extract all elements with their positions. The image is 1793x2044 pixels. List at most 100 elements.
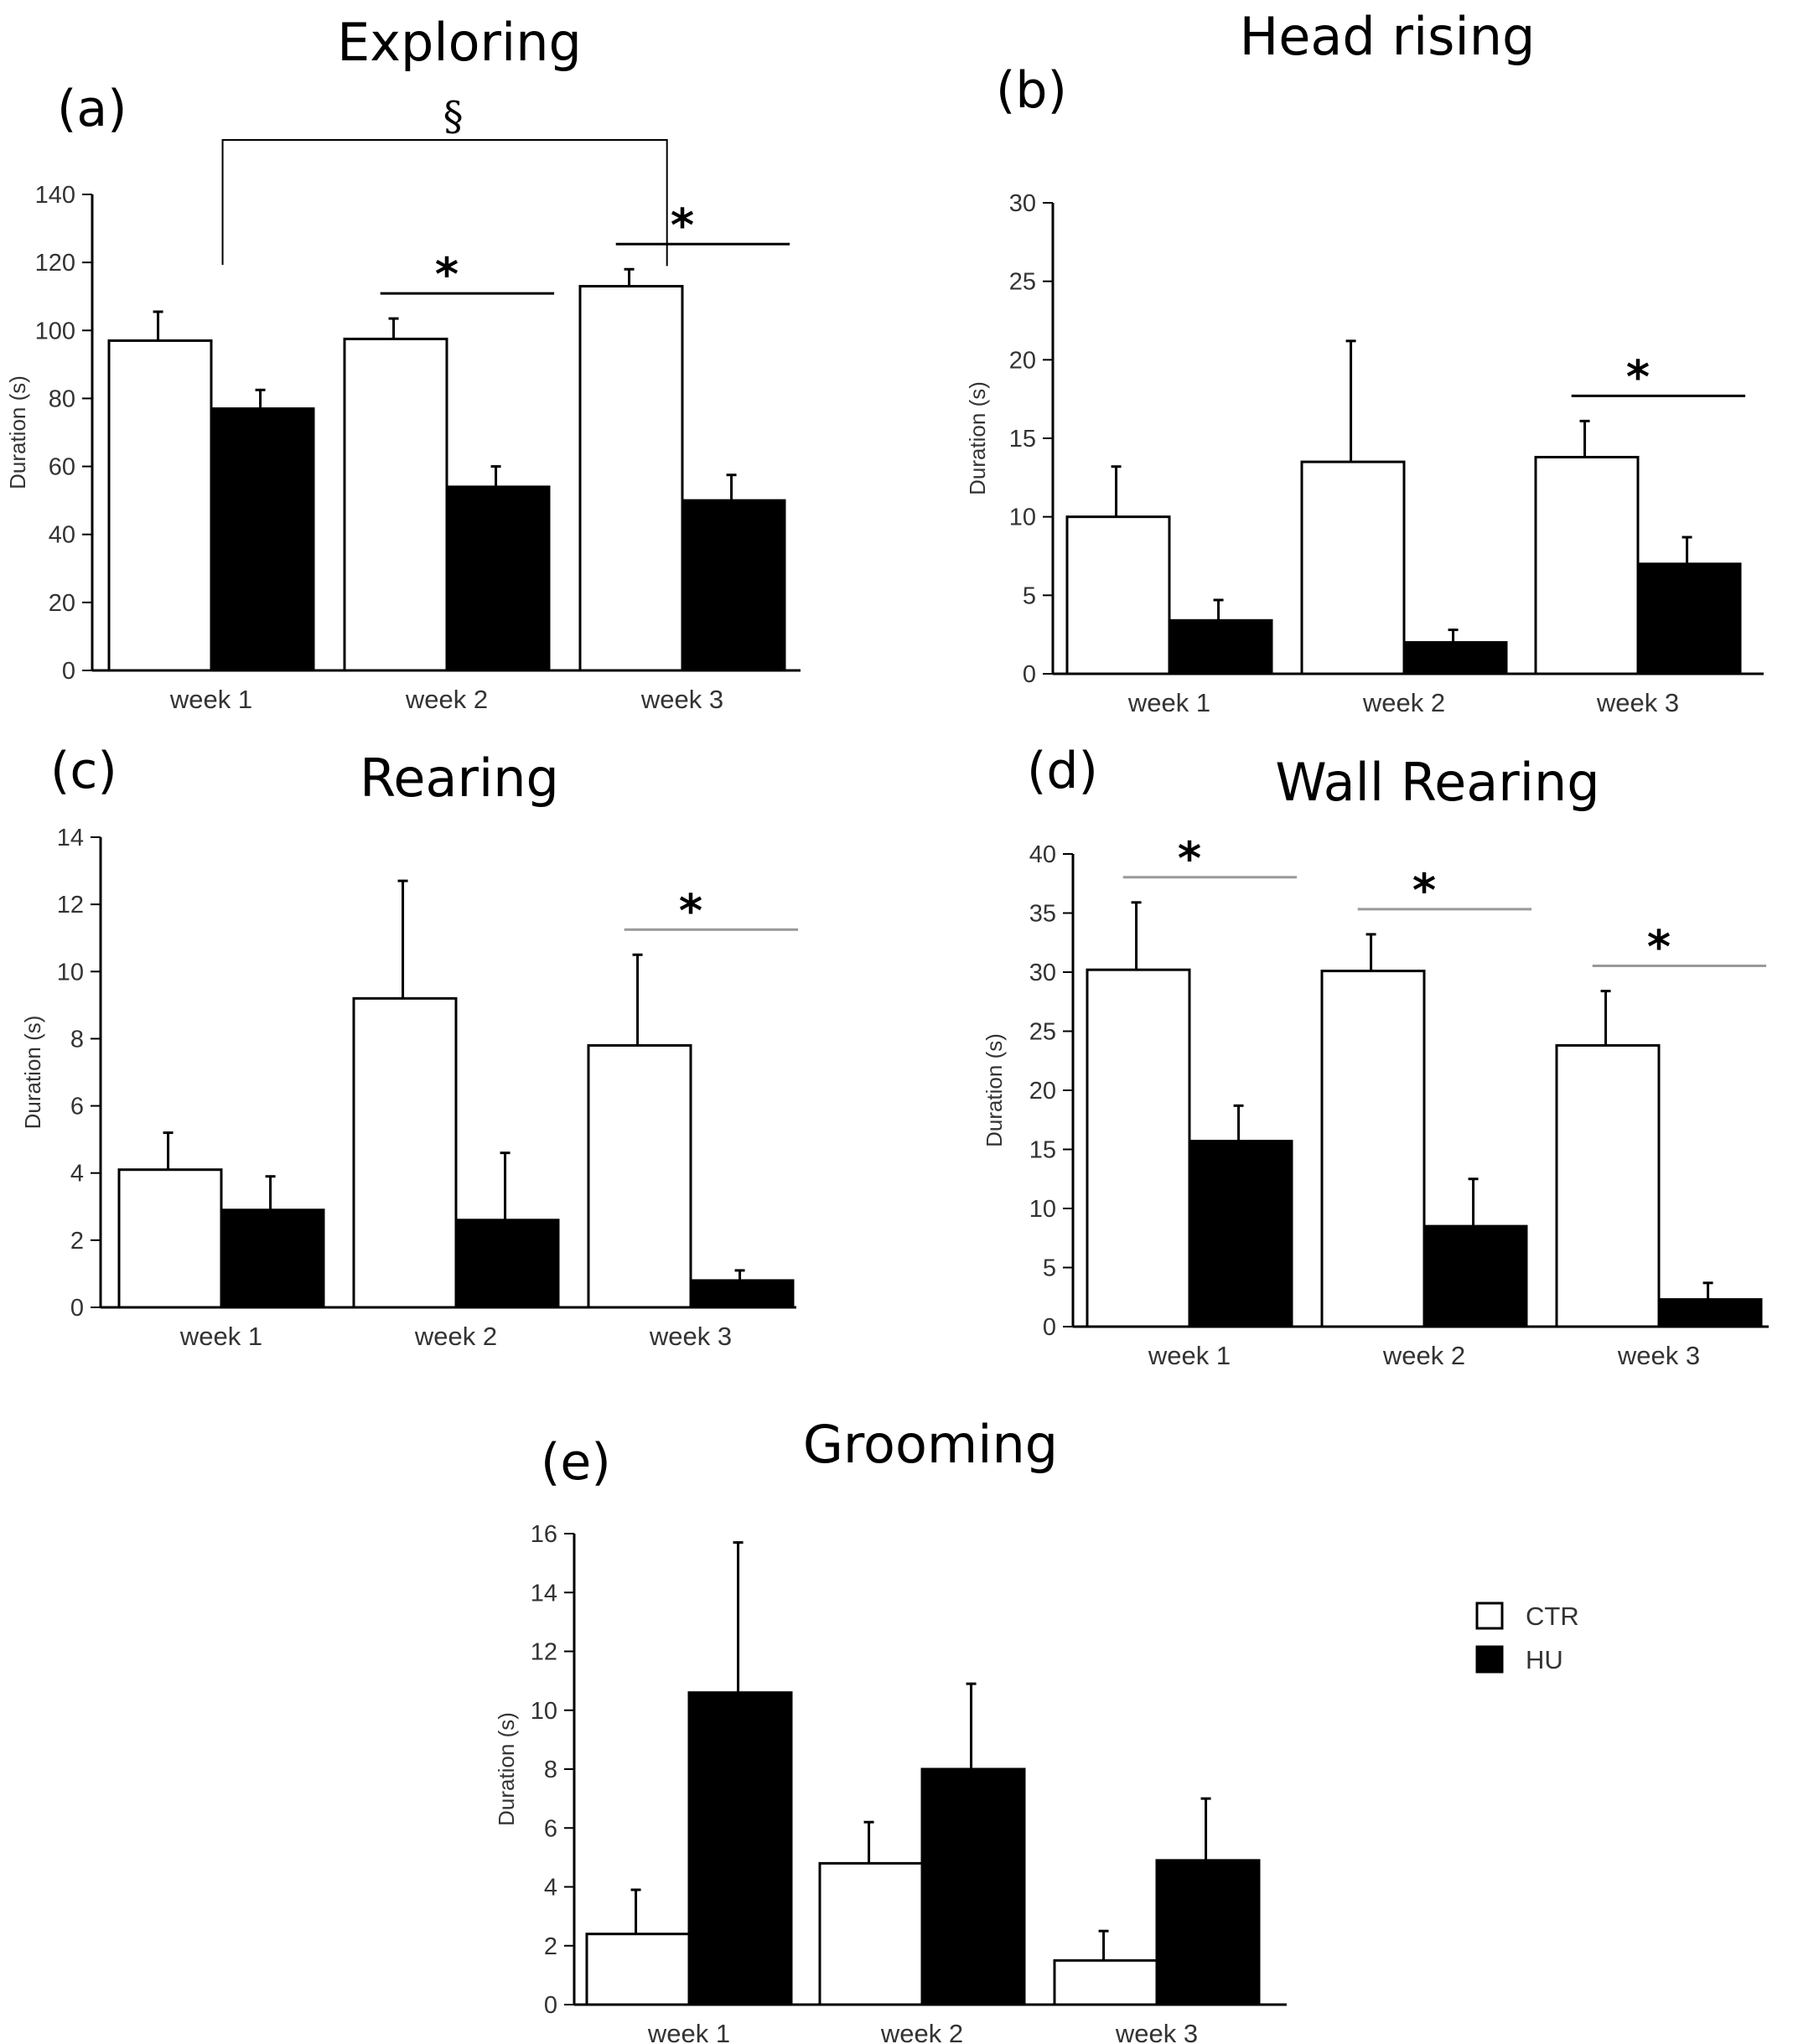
y-tick-label: 10 — [531, 1698, 557, 1725]
y-tick-label: 4 — [70, 1161, 84, 1188]
y-axis-label: Duration (s) — [982, 1033, 1007, 1147]
y-tick-label: 0 — [1043, 1314, 1056, 1341]
chart-title: Exploring — [337, 12, 582, 73]
y-tick-label: 2 — [544, 1933, 557, 1960]
x-tick-label: week 1 — [647, 2019, 730, 2044]
y-tick-label: 6 — [70, 1094, 84, 1120]
chart-title: Rearing — [360, 748, 559, 809]
y-tick-label: 8 — [544, 1757, 557, 1783]
significance-star: * — [1178, 832, 1201, 885]
legend: CTR HU — [1475, 1602, 1579, 1674]
y-tick-label: 35 — [1029, 901, 1056, 928]
x-tick-label: week 1 — [1148, 1341, 1231, 1370]
section-bracket — [221, 139, 668, 266]
bar-hu-week-1 — [210, 407, 315, 672]
panel-label: (c) — [50, 742, 117, 800]
bar-ctr-week-2 — [352, 996, 458, 1309]
y-tick-label: 40 — [1029, 841, 1056, 868]
y-tick-label: 15 — [1009, 426, 1036, 453]
x-tick-label: week 2 — [880, 2019, 963, 2044]
panel-label: (a) — [57, 80, 127, 138]
y-tick-label: 12 — [57, 892, 84, 919]
bar-hu-week-2 — [920, 1767, 1026, 2006]
bar-ctr-week-3 — [578, 285, 684, 672]
bar-hu-week-2 — [1422, 1224, 1528, 1328]
x-tick-label: week 3 — [1617, 1341, 1700, 1370]
legend-label-hu: HU — [1526, 1645, 1563, 1674]
y-axis-label: Duration (s) — [494, 1712, 519, 1826]
y-tick-label: 16 — [531, 1521, 557, 1548]
bar-ctr-week-3 — [587, 1043, 692, 1309]
bar-ctr-week-1 — [1065, 515, 1171, 675]
y-tick-label: 10 — [1009, 505, 1036, 531]
bar-hu-week-3 — [1636, 562, 1742, 675]
y-tick-label: 60 — [49, 454, 75, 481]
panel-d: Wall Rearing (d) Duration (s) 0 5 10 15 20 25 30 3… — [982, 742, 1769, 1370]
y-tick-label: 2 — [70, 1228, 84, 1255]
x-tick-label: week 1 — [1127, 688, 1210, 717]
bar-hu-week-3 — [1155, 1859, 1261, 2006]
y-tick-label: 8 — [70, 1026, 84, 1053]
bar-hu-week-1 — [220, 1208, 325, 1309]
y-axis-label: Duration (s) — [5, 375, 30, 489]
panel-e: Grooming (e) Duration (s) 0 2 4 6 8 10 12 14 16 week… — [494, 1414, 1287, 2044]
bar-hu-week-1 — [1168, 618, 1273, 675]
panel-a: Exploring (a) Duration (s) 0 20 40 60 80 100 120 1… — [5, 12, 801, 714]
panel-label: (d) — [1027, 742, 1098, 800]
y-tick-label: 5 — [1023, 582, 1036, 609]
legend-swatch-ctr — [1475, 1602, 1504, 1630]
y-tick-label: 30 — [1029, 960, 1056, 986]
bar-ctr-week-2 — [818, 1861, 924, 2006]
x-tick-label: week 1 — [169, 685, 252, 714]
significance-star: * — [679, 884, 702, 937]
bar-hu-week-3 — [681, 499, 786, 672]
y-tick-label: 20 — [1009, 347, 1036, 374]
x-tick-label: week 2 — [1362, 688, 1445, 717]
bar-ctr-week-2 — [1320, 970, 1426, 1328]
panel-label: (b) — [996, 61, 1067, 120]
y-axis-label: Duration (s) — [20, 1016, 45, 1130]
bar-ctr-week-2 — [343, 337, 448, 672]
bar-ctr-week-1 — [117, 1168, 223, 1309]
y-tick-label: 40 — [49, 522, 75, 549]
panel-b: Head rising (b) Duration (s) 0 5 10 15 20 25 30 we… — [965, 6, 1764, 717]
bar-hu-week-2 — [454, 1219, 560, 1309]
y-tick-label: 140 — [35, 182, 75, 209]
x-tick-label: week 3 — [649, 1322, 732, 1351]
bar-hu-week-1 — [687, 1691, 793, 2006]
y-tick-label: 14 — [57, 825, 84, 851]
significance-star: * — [1647, 921, 1671, 974]
bar-hu-week-2 — [1402, 641, 1508, 675]
significance-star: * — [671, 199, 694, 251]
y-tick-label: 6 — [544, 1815, 557, 1842]
section-symbol: § — [443, 93, 464, 140]
y-tick-label: 14 — [531, 1580, 557, 1607]
bar-hu-week-3 — [689, 1279, 795, 1309]
y-tick-label: 0 — [62, 658, 75, 685]
y-tick-label: 10 — [1029, 1196, 1056, 1223]
chart-title: Wall Rearing — [1275, 752, 1599, 813]
bar-ctr-week-3 — [1053, 1959, 1158, 2006]
y-tick-label: 120 — [35, 250, 75, 277]
bar-ctr-week-3 — [1555, 1043, 1661, 1328]
y-tick-label: 5 — [1043, 1255, 1056, 1282]
bar-ctr-week-1 — [585, 1933, 691, 2006]
y-tick-label: 25 — [1029, 1019, 1056, 1046]
y-tick-label: 10 — [57, 959, 84, 986]
x-tick-label: week 3 — [1115, 2019, 1198, 2044]
bar-ctr-week-3 — [1534, 455, 1640, 675]
significance-star: * — [435, 248, 459, 301]
bar-ctr-week-1 — [107, 339, 213, 672]
bar-hu-week-3 — [1657, 1298, 1763, 1328]
x-tick-label: week 2 — [405, 685, 488, 714]
legend-label-ctr: CTR — [1526, 1602, 1579, 1631]
bar-hu-week-2 — [445, 485, 551, 672]
bar-hu-week-1 — [1188, 1140, 1293, 1328]
chart-title: Grooming — [803, 1414, 1058, 1475]
significance-star: * — [1412, 864, 1436, 917]
x-tick-label: week 1 — [179, 1322, 262, 1351]
bar-ctr-week-1 — [1086, 968, 1191, 1328]
x-tick-label: week 3 — [640, 685, 723, 714]
y-tick-label: 0 — [1023, 661, 1036, 688]
